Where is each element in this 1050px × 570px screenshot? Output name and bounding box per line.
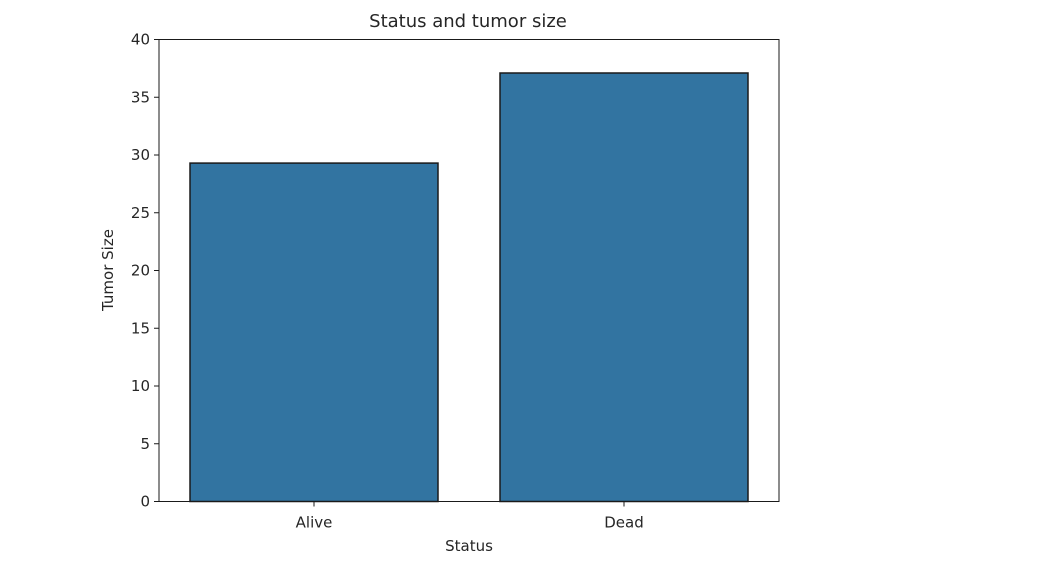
x-axis-ticks: Alive Dead bbox=[296, 501, 644, 532]
y-tick-label: 20 bbox=[131, 262, 150, 280]
y-tick-label: 5 bbox=[140, 435, 150, 453]
y-tick-label: 30 bbox=[131, 146, 150, 164]
y-tick-label: 35 bbox=[131, 88, 150, 106]
bar-alive bbox=[189, 162, 439, 503]
y-tick-label: 0 bbox=[140, 493, 150, 511]
x-axis-label: Status bbox=[445, 537, 493, 555]
y-axis-ticks: 0 5 10 15 20 25 30 35 40 bbox=[131, 31, 159, 511]
chart-title: Status and tumor size bbox=[369, 11, 567, 32]
x-tick-label: Dead bbox=[604, 514, 644, 532]
bar-dead bbox=[499, 72, 749, 503]
y-axis-label: Tumor Size bbox=[99, 229, 117, 312]
y-tick-label: 40 bbox=[131, 31, 150, 49]
y-tick-label: 15 bbox=[131, 319, 150, 337]
bars-layer bbox=[189, 72, 749, 503]
y-tick-label: 25 bbox=[131, 204, 150, 222]
y-tick-label: 10 bbox=[131, 377, 150, 395]
x-tick-label: Alive bbox=[296, 514, 333, 532]
plot-frame bbox=[158, 39, 780, 502]
